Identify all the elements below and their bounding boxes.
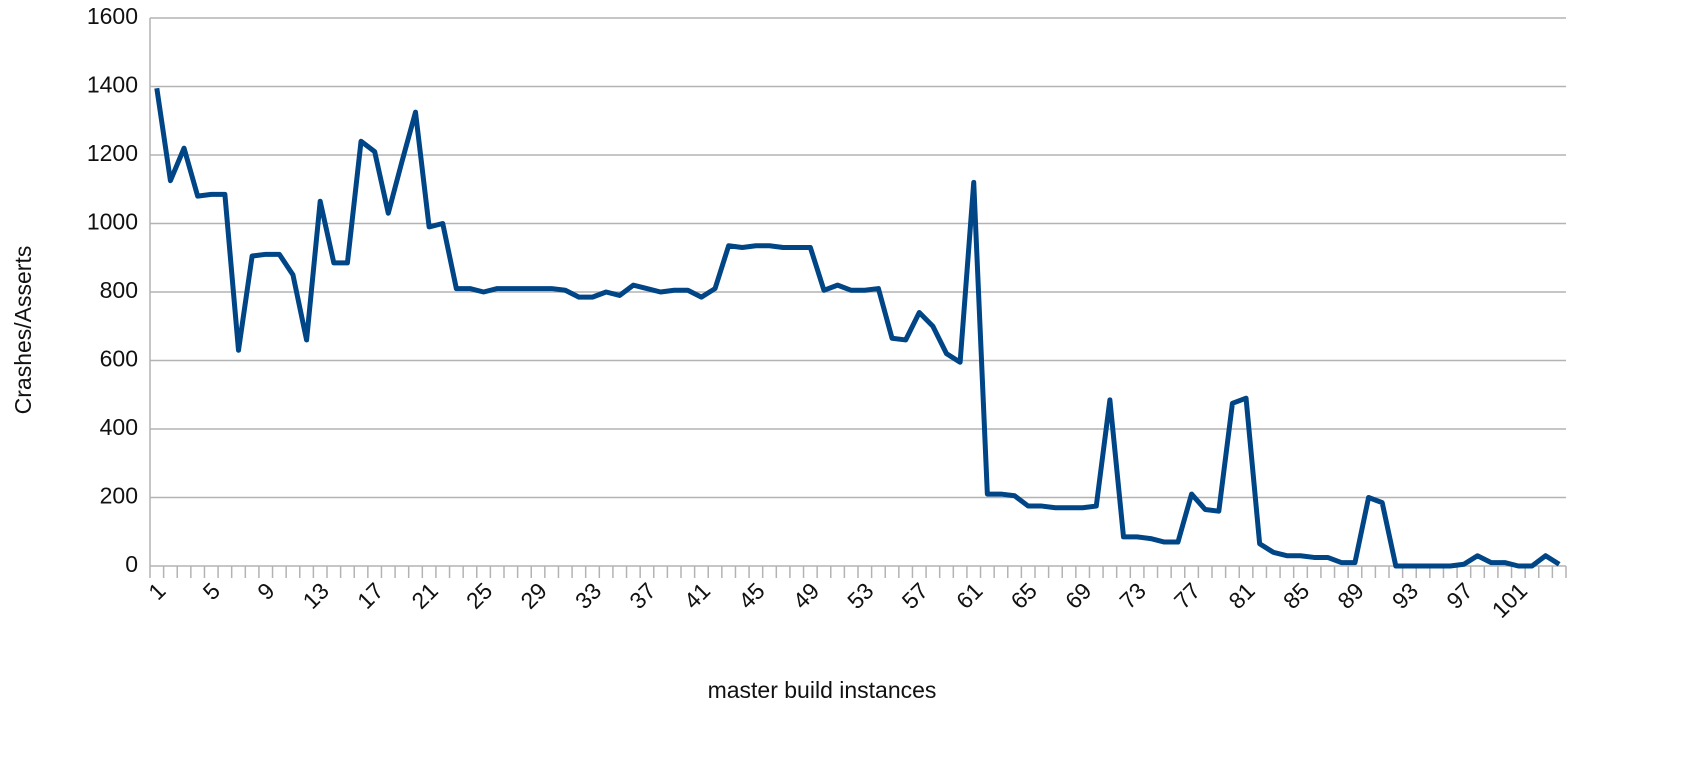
x-tick-label: 25	[461, 577, 497, 613]
x-tick-label: 101	[1487, 577, 1533, 623]
x-tick-label: 45	[733, 577, 769, 613]
x-tick-label: 57	[897, 577, 933, 613]
x-tick-label: 13	[298, 577, 334, 613]
x-tick-label: 97	[1441, 577, 1477, 613]
x-tick-label: 17	[352, 577, 388, 613]
x-tick-label: 9	[252, 577, 279, 604]
x-tick-label: 33	[570, 577, 606, 613]
x-tick-label: 77	[1169, 577, 1205, 613]
x-tick-label: 5	[198, 577, 225, 604]
y-tick-label: 400	[100, 414, 138, 440]
x-tick-label: 93	[1387, 577, 1423, 613]
x-axis-title: master build instances	[708, 677, 937, 703]
x-tick-label: 61	[951, 577, 987, 613]
y-tick-label: 600	[100, 346, 138, 372]
x-tick-label: 85	[1278, 577, 1314, 613]
x-tick-label: 69	[1060, 577, 1096, 613]
x-tick-label: 65	[1006, 577, 1042, 613]
data-line	[154, 87, 1561, 569]
x-tick-label: 21	[406, 577, 442, 613]
y-tick-label: 1000	[87, 209, 138, 235]
y-tick-label: 1400	[87, 72, 138, 98]
x-tick-label: 73	[1114, 577, 1150, 613]
y-tick-label: 1200	[87, 140, 138, 166]
y-tick-label: 0	[125, 551, 138, 577]
y-tick-label: 1600	[87, 3, 138, 29]
x-tick-label: 41	[679, 577, 715, 613]
x-tick-label: 37	[624, 577, 660, 613]
x-tick-label: 53	[842, 577, 878, 613]
y-tick-label: 800	[100, 277, 138, 303]
x-tick-label: 81	[1223, 577, 1259, 613]
x-tick-label: 49	[788, 577, 824, 613]
x-tick-label: 29	[515, 577, 551, 613]
x-tick-label: 1	[143, 577, 170, 604]
x-tick-label: 89	[1332, 577, 1368, 613]
y-axis-title: Crashes/Asserts	[10, 246, 36, 415]
y-tick-label: 200	[100, 483, 138, 509]
